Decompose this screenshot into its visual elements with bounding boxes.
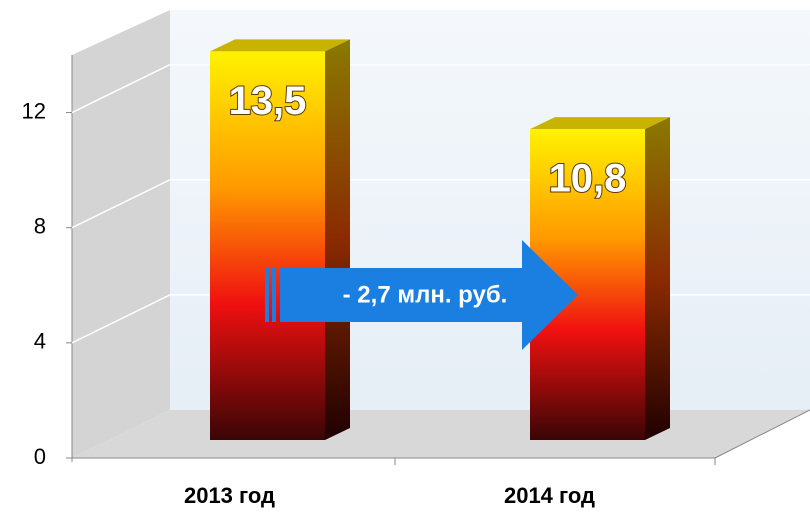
y-tick-label: 8 — [34, 214, 46, 239]
floor — [72, 410, 810, 458]
annotation-arrow: - 2,7 млн. руб. — [265, 240, 578, 350]
arrow-stripe — [265, 268, 269, 322]
value-label: 10,8 — [549, 157, 627, 201]
bar-side — [645, 117, 670, 440]
arrow-stripe — [272, 268, 276, 322]
arrow-body — [280, 240, 578, 350]
x-tick-label: 2013 год — [184, 483, 275, 508]
bar-side — [325, 39, 350, 441]
grid-line — [71, 63, 810, 114]
annotation: - 2,7 млн. руб. — [343, 281, 508, 308]
value-label: 13,5 — [229, 79, 307, 123]
bar-top — [210, 39, 350, 52]
y-tick-label: 4 — [34, 329, 46, 354]
y-tick-label: 12 — [22, 98, 46, 123]
bar-top — [530, 117, 670, 130]
floor-edge — [714, 409, 810, 459]
bars: 13,5 10,8 — [210, 39, 670, 441]
x-tick-label: 2014 год — [504, 483, 595, 508]
bar — [210, 51, 325, 441]
side-wall — [72, 10, 170, 458]
y-tick-label: 0 — [34, 444, 46, 469]
